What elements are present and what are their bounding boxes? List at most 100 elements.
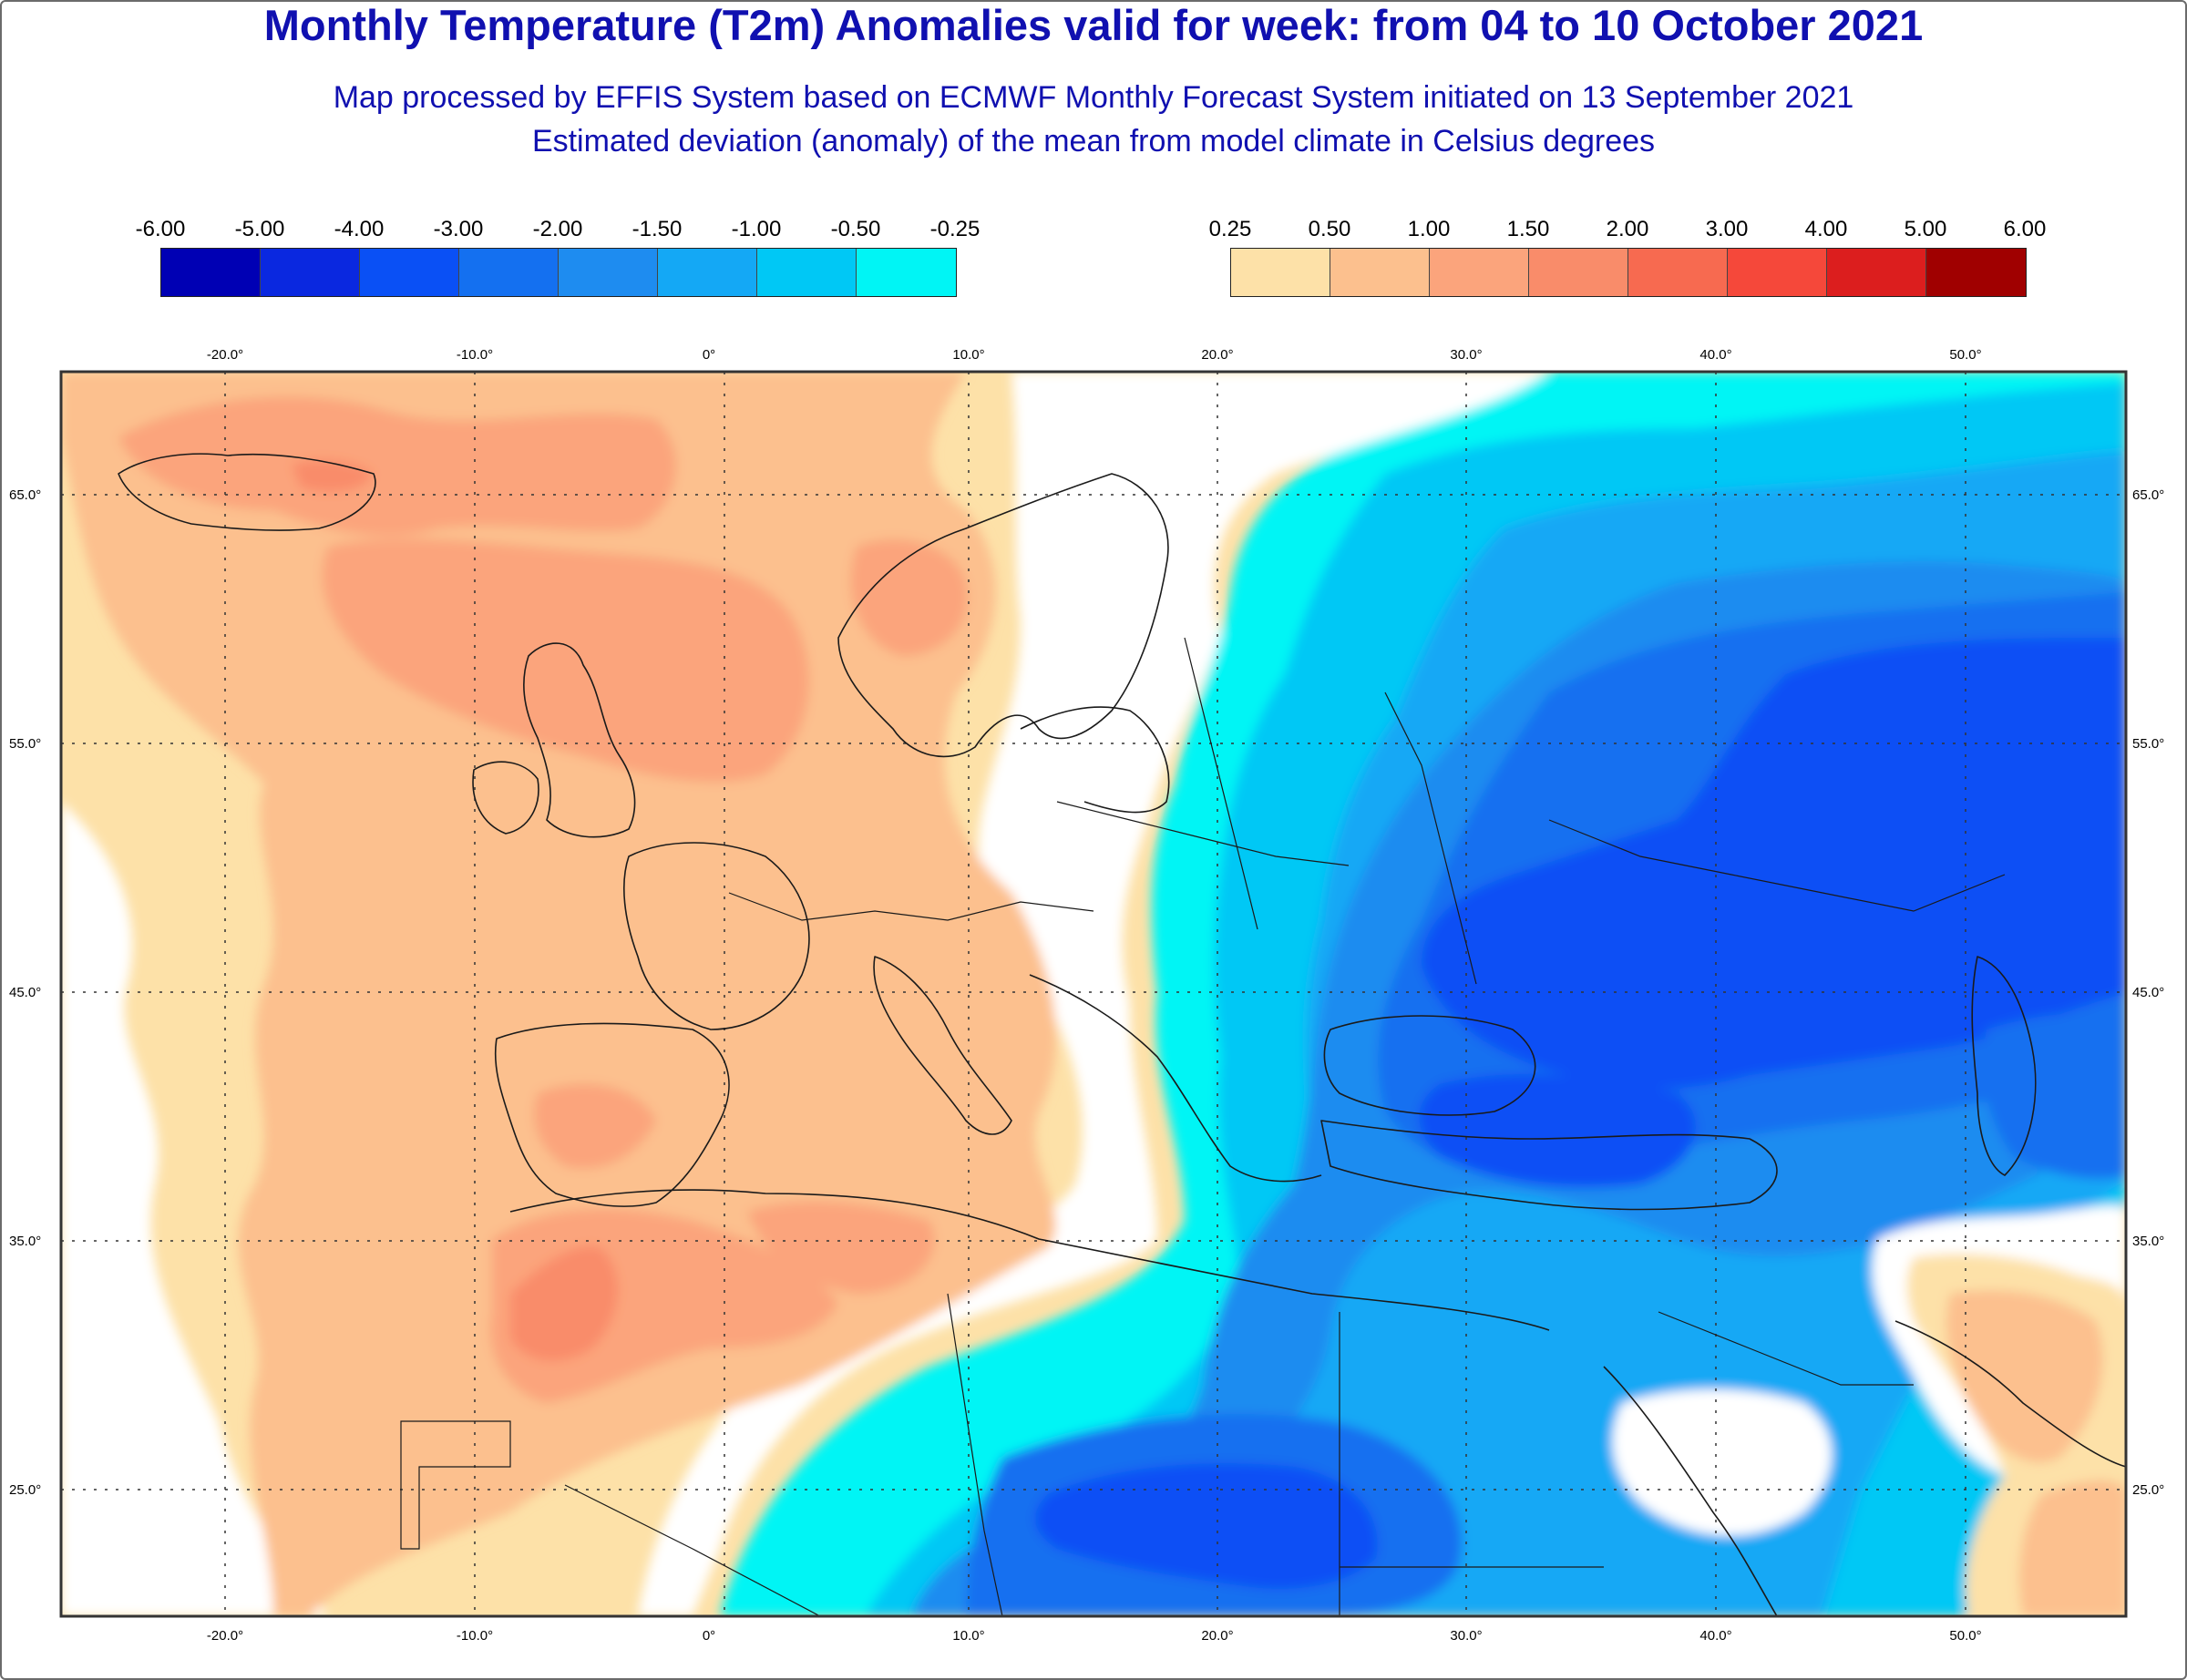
legend-positive-swatch — [1628, 249, 1728, 296]
legend-negative-swatch — [857, 249, 956, 296]
legend-tick: -6.00 — [135, 217, 186, 241]
coastline-iceland — [118, 453, 376, 531]
anomaly-zone-cold-200 — [1983, 1011, 2126, 1179]
legend-tick: -1.00 — [731, 217, 782, 241]
legend-tick: -0.25 — [929, 217, 981, 241]
coastline-france — [623, 842, 810, 1030]
latitude-label: 65.0° — [9, 487, 41, 503]
coastline-turkey — [1320, 1120, 1778, 1211]
legend-negative-swatch — [559, 249, 658, 296]
legend-negative-swatch — [459, 249, 559, 296]
legend-positive: 0.25 0.50 1.00 1.50 2.00 3.00 4.00 5.00 … — [1209, 204, 2047, 299]
legend-tick: 5.00 — [1904, 217, 1947, 241]
longitude-label: 30.0° — [1450, 1628, 1482, 1644]
longitude-label: 10.0° — [952, 347, 984, 363]
legend-tick: -5.00 — [234, 217, 285, 241]
legend-tick: 4.00 — [1804, 217, 1848, 241]
border-line — [1184, 637, 1258, 930]
coastline-great-britain — [523, 642, 636, 838]
longitude-label: -10.0° — [457, 1628, 493, 1644]
border-line — [400, 1420, 511, 1550]
longitude-label: 40.0° — [1699, 347, 1731, 363]
legend-tick: -2.00 — [532, 217, 583, 241]
coastlines — [118, 453, 2126, 1616]
border-line — [1384, 691, 1477, 985]
longitude-label: 50.0° — [1949, 347, 1981, 363]
legend-negative-swatch — [360, 249, 459, 296]
legend-negative-swatch — [261, 249, 360, 296]
longitude-label: 20.0° — [1201, 1628, 1233, 1644]
border-line — [728, 892, 1094, 921]
legend-negative-swatch — [161, 249, 261, 296]
map-subtitle-units: Estimated deviation (anomaly) of the mea… — [531, 124, 1656, 159]
longitude-label: 0° — [703, 1628, 715, 1644]
anomaly-zone-cold-300 — [1422, 638, 2126, 1089]
coastline-caspian — [1971, 956, 2037, 1176]
latitude-label: 25.0° — [2132, 1482, 2164, 1498]
latitude-label: 45.0° — [9, 985, 41, 1000]
latitude-label: 45.0° — [2132, 985, 2164, 1000]
legend-positive-swatch — [1330, 249, 1430, 296]
coastline-persian-gulf — [1894, 1320, 2126, 1468]
border-line — [947, 1293, 1003, 1616]
legend-tick: 2.00 — [1606, 217, 1649, 241]
latitude-label: 55.0° — [9, 736, 41, 752]
coastline-scandinavia — [837, 473, 1169, 758]
legend-tick: -3.00 — [433, 217, 484, 241]
coastline-black-sea — [1323, 1015, 1536, 1116]
anomaly-zone-warm-100 — [747, 1202, 935, 1294]
longitude-labels-bottom: -20.0° -10.0° 0° 10.0° 20.0° 30.0° 40.0°… — [207, 1628, 1982, 1644]
anomaly-field — [61, 372, 2126, 1616]
legend-tick: 0.50 — [1308, 217, 1351, 241]
coastline-baltic — [1020, 706, 1170, 814]
border-line — [1548, 819, 2006, 912]
longitude-label: -20.0° — [207, 1628, 243, 1644]
latitude-labels-left: 65.0° 55.0° 45.0° 35.0° 25.0° — [9, 487, 41, 1498]
borders — [400, 637, 2006, 1616]
longitude-label: 0° — [703, 347, 715, 363]
anomaly-zone-warm-100 — [322, 538, 809, 783]
legend-tick: 3.00 — [1705, 217, 1749, 241]
anomaly-zone-cold-300 — [1035, 1463, 1378, 1589]
latitude-label: 25.0° — [9, 1482, 41, 1498]
anomaly-zone-warm-100 — [850, 539, 968, 656]
legend-negative: -6.00 -5.00 -4.00 -3.00 -2.00 -1.50 -1.0… — [136, 204, 981, 299]
anomaly-zone-neutral — [1612, 1389, 1832, 1536]
legend-tick: 1.00 — [1407, 217, 1451, 241]
anomaly-zone-warm-100 — [118, 396, 676, 537]
longitude-label: 50.0° — [1949, 1628, 1981, 1644]
map-subtitle-source: Map processed by EFFIS System based on E… — [333, 80, 1854, 115]
map-border — [59, 370, 2128, 1618]
coastline-italy — [873, 956, 1012, 1135]
legend-positive-colorbar — [1230, 248, 2027, 297]
coastline-ireland — [472, 761, 539, 835]
map-title: Monthly Temperature (T2m) Anomalies vali… — [263, 1, 1924, 49]
coastline-balkans — [1029, 974, 1322, 1183]
legend-positive-swatch — [1728, 249, 1827, 296]
legend-positive-swatch — [1926, 249, 2026, 296]
coastline-red-sea — [1603, 1366, 1778, 1616]
legend-positive-ticks: 0.25 0.50 1.00 1.50 2.00 3.00 4.00 5.00 … — [1209, 204, 2047, 241]
anomaly-zone-warm-150 — [510, 1245, 619, 1361]
border-line — [564, 1484, 821, 1616]
legend-negative-colorbar — [160, 248, 957, 297]
longitude-label: 40.0° — [1699, 1628, 1731, 1644]
legend-negative-swatch — [658, 249, 757, 296]
anomaly-zone-cold-300 — [1419, 1074, 1696, 1188]
longitude-label: -20.0° — [207, 347, 243, 363]
coastline-north-africa — [509, 1189, 1550, 1331]
legend-positive-swatch — [1430, 249, 1529, 296]
legend-negative-swatch — [757, 249, 857, 296]
legend-positive-swatch — [1231, 249, 1330, 296]
border-line — [1658, 1311, 1914, 1386]
coastline-iberia — [494, 1022, 730, 1207]
latitude-label: 55.0° — [2132, 736, 2164, 752]
latitude-label: 35.0° — [9, 1234, 41, 1249]
longitude-label: -10.0° — [457, 347, 493, 363]
legend-tick: -0.50 — [830, 217, 881, 241]
legend-negative-ticks: -6.00 -5.00 -4.00 -3.00 -2.00 -1.50 -1.0… — [136, 204, 981, 241]
legend-tick: -1.50 — [631, 217, 683, 241]
anomaly-zone-warm-100 — [534, 1084, 656, 1169]
anomaly-zone-warm-050 — [2019, 1480, 2126, 1616]
